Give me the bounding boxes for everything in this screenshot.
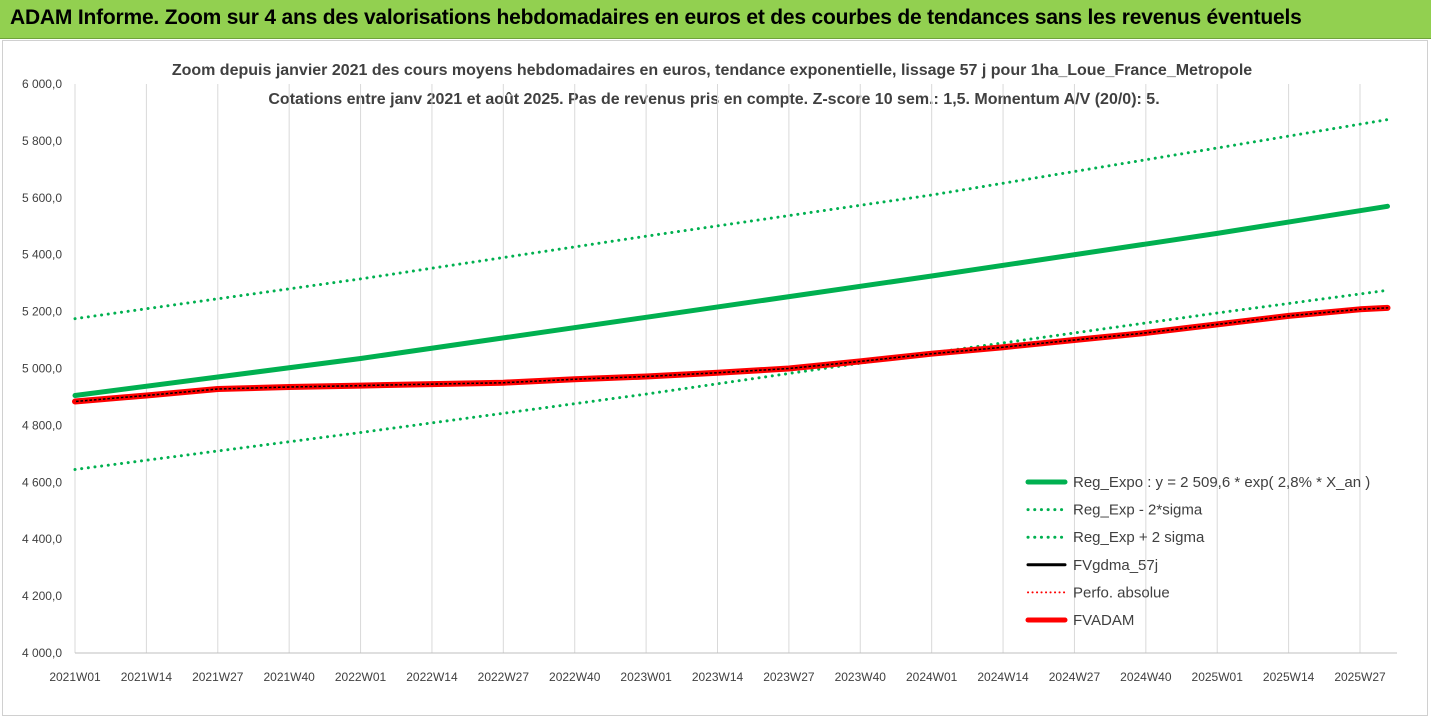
x-tick-label: 2022W27 [478,670,530,684]
chart-legend: Reg_Expo : y = 2 509,6 * exp( 2,8% * X_a… [1025,474,1370,629]
y-tick-label: 4 000,0 [22,646,62,660]
x-axis-tick-labels: 2021W01 2021W14 2021W27 2021W40 2022W01 2022W… [49,670,1386,684]
x-tick-label: 2024W01 [906,670,958,684]
x-tick-label: 2023W14 [692,670,744,684]
y-tick-label: 6 000,0 [22,77,62,91]
x-tick-label: 2021W27 [192,670,244,684]
x-tick-label: 2022W14 [406,670,458,684]
x-tick-label: 2024W14 [977,670,1029,684]
x-tick-label: 2021W14 [121,670,173,684]
y-tick-label: 4 200,0 [22,589,62,603]
legend-entry: Reg_Expo : y = 2 509,6 * exp( 2,8% * X_a… [1073,474,1370,491]
x-tick-label: 2021W40 [263,670,315,684]
y-axis-tick-labels: 4 000,0 4 200,0 4 400,0 4 600,0 4 800,0 5 000… [22,77,62,660]
x-tick-label: 2024W40 [1120,670,1172,684]
y-tick-label: 5 800,0 [22,134,62,148]
y-tick-label: 4 400,0 [22,532,62,546]
series-line-2 [73,118,1389,321]
legend-entry: FVgdma_57j [1073,557,1158,574]
y-tick-label: 5 600,0 [22,191,62,205]
y-tick-label: 5 400,0 [22,248,62,262]
series-line-0 [72,203,1390,398]
y-tick-label: 4 600,0 [22,475,62,489]
x-tick-label: 2023W27 [763,670,815,684]
chart-frame [2,40,1428,716]
legend-entry: Reg_Exp + 2 sigma [1073,529,1205,546]
x-tick-label: 2023W01 [620,670,672,684]
legend-entry: Perfo. absolue [1073,584,1170,601]
chart-title-line-1: Zoom depuis janvier 2021 des cours moyen… [172,62,1252,79]
chart-series [72,118,1391,471]
x-tick-label: 2024W27 [1049,670,1101,684]
y-tick-label: 5 000,0 [22,362,62,376]
y-tick-label: 5 200,0 [22,305,62,319]
x-tick-label: 2021W01 [49,670,101,684]
banner-title: ADAM Informe. Zoom sur 4 ans des valoris… [10,6,1302,29]
y-tick-label: 4 800,0 [22,418,62,432]
series-line-4 [74,306,1389,403]
x-tick-label: 2022W40 [549,670,601,684]
vertical-gridlines [74,84,1361,653]
x-tick-label: 2025W27 [1334,670,1386,684]
chart-title-line-2: Cotations entre janv 2021 et août 2025. … [268,91,1159,108]
report-banner: ADAM Informe. Zoom sur 4 ans des valoris… [0,0,1431,39]
legend-entry: Reg_Exp - 2*sigma [1073,502,1203,519]
series-line-1 [73,288,1389,471]
legend-entry: FVADAM [1073,612,1134,629]
x-tick-label: 2022W01 [335,670,387,684]
x-tick-label: 2025W14 [1263,670,1315,684]
x-tick-label: 2023W40 [835,670,887,684]
x-tick-label: 2025W01 [1192,670,1244,684]
